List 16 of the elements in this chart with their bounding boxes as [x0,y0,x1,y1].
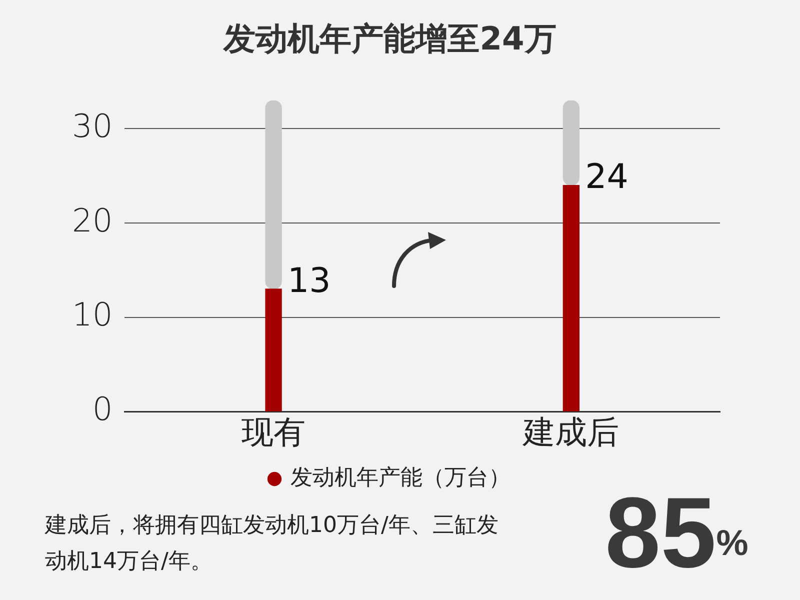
text: 建成后，将拥有四缸发动机10万台/年、三缸发动机14万台/年。 [45,512,500,576]
x-tick-label: 现有 [242,413,306,452]
y-tick-label: 30 [72,107,113,146]
y-tick-label: 10 [72,296,113,334]
y-tick-label: 0 [92,390,113,428]
text: 85$^{%}$ [605,477,748,589]
bar [562,184,580,412]
chart-title: 发动机年产能增至24万 [222,20,556,58]
bar [562,100,580,186]
y-tick-label: 20 [72,201,113,240]
x-tick-label: 建成后 [522,413,620,452]
data-label: 24 [585,157,628,198]
bar [265,100,282,290]
bar [265,288,282,412]
legend-label: 发动机年产能（万台） [290,466,510,491]
data-label: 13 [288,260,331,301]
